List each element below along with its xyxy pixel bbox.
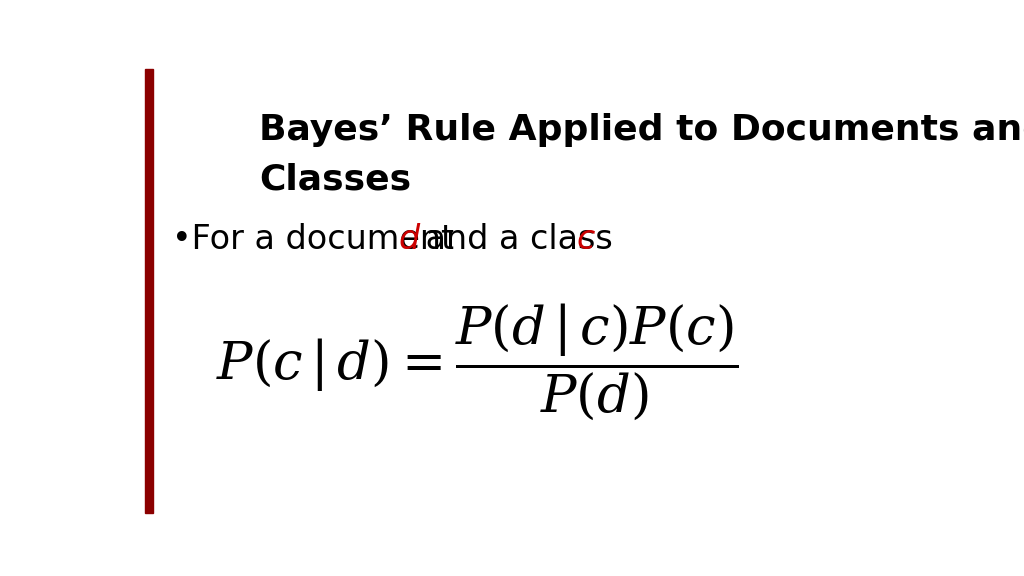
Text: •For a document: •For a document	[172, 223, 464, 256]
Text: Classes: Classes	[259, 162, 411, 196]
Text: Bayes’ Rule Applied to Documents and: Bayes’ Rule Applied to Documents and	[259, 113, 1024, 147]
Bar	[145, 69, 154, 513]
Text: $\mathit{P}(\mathit{c}\,|\,\mathit{d})=\dfrac{\mathit{P}(\mathit{d}\,|\,\mathit{: $\mathit{P}(\mathit{c}\,|\,\mathit{d})=\…	[216, 301, 738, 422]
Text: d: d	[398, 223, 420, 256]
Text: c: c	[577, 223, 595, 256]
Text: and a class: and a class	[415, 223, 624, 256]
